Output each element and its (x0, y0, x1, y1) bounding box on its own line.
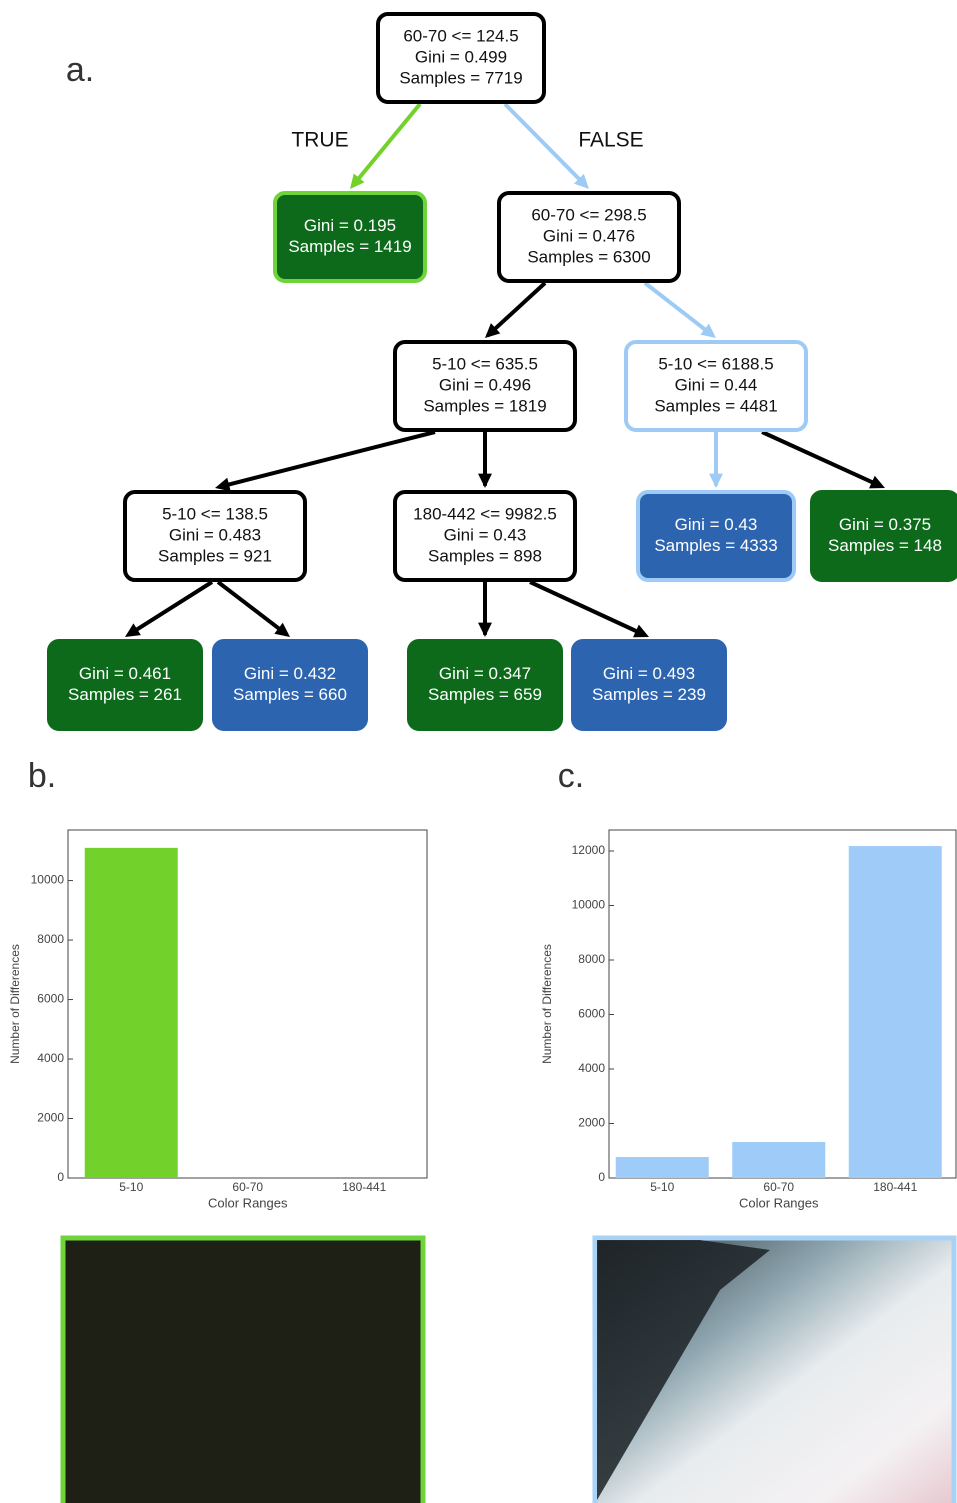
node-text: Samples = 1419 (288, 237, 411, 256)
node-text: Samples = 4333 (654, 536, 777, 555)
node-text: Gini = 0.499 (415, 47, 507, 66)
node-text: Gini = 0.375 (839, 515, 931, 534)
panel-label: a. (66, 51, 94, 89)
tree-edge (224, 432, 435, 486)
y-axis-label: Number of Differences (8, 944, 22, 1064)
node-text: 5-10 <= 6188.5 (658, 354, 773, 373)
x-tick-label: 5-10 (119, 1180, 143, 1194)
y-tick-label: 6000 (37, 992, 64, 1006)
tree-edge (128, 582, 212, 635)
tree-edge (505, 104, 586, 186)
node-text: Gini = 0.496 (439, 375, 531, 394)
node-text: Gini = 0.44 (675, 375, 758, 394)
x-axis-label: Color Ranges (208, 1195, 288, 1210)
y-tick-label: 8000 (37, 932, 64, 946)
node-text: Samples = 7719 (399, 68, 522, 87)
node-text: Samples = 239 (592, 685, 706, 704)
y-tick-label: 0 (57, 1170, 64, 1184)
bar (849, 846, 942, 1178)
node-text: 5-10 <= 138.5 (162, 504, 268, 523)
panel-label: c. (558, 757, 584, 795)
panel-label: b. (28, 757, 56, 795)
node-text: Samples = 898 (428, 546, 542, 565)
node-text: Gini = 0.493 (603, 664, 695, 683)
node-text: Samples = 660 (233, 685, 347, 704)
node-text: Samples = 261 (68, 685, 182, 704)
x-tick-label: 180-441 (873, 1180, 917, 1194)
node-text: Samples = 921 (158, 546, 272, 565)
figure: a. b. c. TRUE FALSE 60-70 <= 124.5 Gini = 0.49… (0, 0, 957, 1503)
node-text: Samples = 659 (428, 685, 542, 704)
y-tick-label: 12000 (572, 843, 606, 857)
node-text: Samples = 6300 (527, 247, 650, 266)
node-text: Gini = 0.195 (304, 216, 396, 235)
tree-arrowhead (478, 474, 492, 488)
node-text: Gini = 0.432 (244, 664, 336, 683)
y-tick-label: 4000 (578, 1061, 605, 1075)
node-text: Samples = 1819 (423, 396, 546, 415)
page: a. b. c. TRUE FALSE 60-70 <= 124.5 Gini = 0.49… (0, 0, 957, 1503)
node-text: Gini = 0.43 (675, 515, 758, 534)
tree-edge (487, 283, 545, 336)
tree-edge (645, 283, 713, 336)
tree-arrowhead (215, 478, 231, 491)
y-axis-label: Number of Differences (540, 944, 554, 1064)
node-text: Gini = 0.483 (169, 525, 261, 544)
node-text: Samples = 148 (828, 536, 942, 555)
image-b (63, 1238, 423, 1503)
node-text: 5-10 <= 635.5 (432, 354, 538, 373)
tree-arrowhead (478, 623, 492, 637)
bar (85, 848, 178, 1178)
y-tick-label: 8000 (578, 952, 605, 966)
y-tick-label: 10000 (572, 898, 606, 912)
y-tick-label: 4000 (37, 1051, 64, 1065)
edge-label: FALSE (578, 129, 643, 152)
x-tick-label: 60-70 (763, 1180, 794, 1194)
node-text: Gini = 0.347 (439, 664, 531, 683)
edge-label: TRUE (291, 129, 348, 152)
node-text: 60-70 <= 298.5 (531, 205, 646, 224)
x-tick-label: 180-441 (342, 1180, 386, 1194)
tree-edge (762, 432, 880, 486)
x-axis-label: Color Ranges (739, 1195, 819, 1210)
node-text: 180-442 <= 9982.5 (413, 504, 557, 523)
node-text: Gini = 0.476 (543, 226, 635, 245)
y-tick-label: 2000 (578, 1116, 605, 1130)
tree-edge (218, 582, 287, 635)
tree-edge (353, 104, 420, 186)
node-text: Gini = 0.461 (79, 664, 171, 683)
tree-edge (530, 582, 644, 635)
y-tick-label: 6000 (578, 1007, 605, 1021)
y-tick-label: 10000 (31, 873, 65, 887)
node-text: Gini = 0.43 (444, 525, 527, 544)
y-tick-label: 2000 (37, 1111, 64, 1125)
node-text: Samples = 4481 (654, 396, 777, 415)
bar (616, 1157, 709, 1178)
bar (732, 1142, 825, 1178)
y-tick-label: 0 (598, 1170, 605, 1184)
tree-arrowhead (709, 474, 723, 488)
x-tick-label: 5-10 (650, 1180, 674, 1194)
x-tick-label: 60-70 (232, 1180, 263, 1194)
node-text: 60-70 <= 124.5 (403, 26, 518, 45)
